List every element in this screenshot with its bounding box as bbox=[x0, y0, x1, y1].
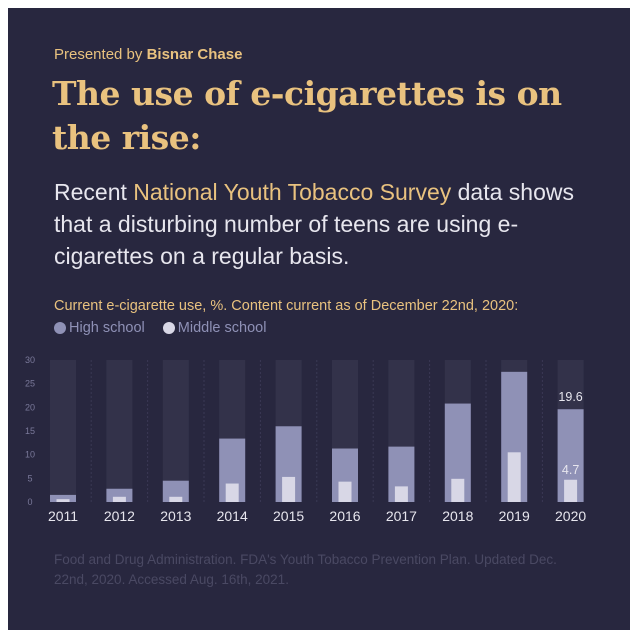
legend-item-middle-school: Middle school bbox=[162, 320, 267, 336]
bar-middle-school bbox=[282, 476, 296, 502]
y-tick-label: 15 bbox=[25, 426, 35, 436]
bar-middle-school bbox=[564, 479, 578, 502]
bar-middle-school bbox=[394, 486, 408, 502]
x-tick-label: 2019 bbox=[499, 508, 530, 524]
bar-track bbox=[106, 360, 133, 502]
bar-middle-school bbox=[338, 481, 352, 502]
x-tick-label: 2011 bbox=[48, 508, 78, 524]
data-label-high-school: 19.6 bbox=[558, 390, 582, 404]
x-tick-label: 2018 bbox=[442, 508, 473, 524]
bar-high-school bbox=[162, 480, 189, 502]
x-tick-label: 2013 bbox=[160, 508, 191, 524]
bar-middle-school bbox=[507, 452, 521, 502]
bar-middle-school bbox=[56, 499, 70, 502]
legend-label-high-school: High school bbox=[69, 320, 145, 336]
chart-legend: High school Middle school bbox=[54, 320, 266, 336]
source-citation: Food and Drug Administration. FDA's Yout… bbox=[54, 552, 557, 587]
presented-by: Presented by Bisnar Chase bbox=[54, 46, 242, 63]
legend-label-middle-school: Middle school bbox=[177, 320, 267, 336]
bar-high-school bbox=[50, 494, 76, 502]
infographic-card: Presented by Bisnar Chase The use of e-c… bbox=[8, 8, 630, 630]
headline: The use of e-cigarettes is on the rise: bbox=[52, 74, 562, 157]
y-tick-label: 10 bbox=[25, 450, 35, 460]
x-tick-label: 2016 bbox=[329, 508, 360, 524]
y-tick-label: 30 bbox=[25, 355, 35, 365]
legend-dot-middle-school bbox=[162, 322, 175, 334]
y-tick-label: 20 bbox=[25, 402, 35, 412]
legend-dot-high-school bbox=[54, 322, 66, 334]
bar-chart: 0 5 10 15 20 25 30 2011 2012 2013 2014 2015 2016 2017… bbox=[25, 355, 586, 524]
chart-title: Current e-cigarette use, %. Content curr… bbox=[54, 298, 519, 314]
bar-track bbox=[50, 360, 76, 502]
x-tick-label: 2014 bbox=[217, 508, 248, 524]
x-tick-label: 2015 bbox=[273, 508, 304, 524]
x-tick-label: 2017 bbox=[386, 508, 417, 524]
bar-middle-school bbox=[225, 483, 239, 502]
subtitle-part1: Recent bbox=[54, 179, 134, 205]
y-tick-label: 25 bbox=[25, 379, 35, 389]
y-tick-label: 5 bbox=[27, 473, 32, 483]
legend-item-high-school: High school bbox=[54, 320, 145, 336]
bar-middle-school bbox=[112, 496, 126, 502]
y-tick-label: 0 bbox=[27, 497, 32, 507]
subtitle-highlight: National Youth Tobacco Survey bbox=[133, 179, 452, 205]
subtitle-part2: data shows that a disturbing number of t… bbox=[54, 179, 574, 269]
x-tick-label: 2012 bbox=[104, 508, 135, 524]
x-tick-label: 2020 bbox=[555, 508, 586, 524]
bar-middle-school bbox=[169, 496, 183, 502]
presented-prefix: Presented by bbox=[54, 46, 143, 63]
data-label-middle-school: 4.7 bbox=[562, 463, 579, 477]
bar-track bbox=[162, 360, 189, 502]
presented-brand: Bisnar Chase bbox=[146, 46, 243, 63]
subtitle: Recent National Youth Tobacco Survey dat… bbox=[54, 176, 614, 272]
bar-middle-school bbox=[451, 478, 465, 502]
